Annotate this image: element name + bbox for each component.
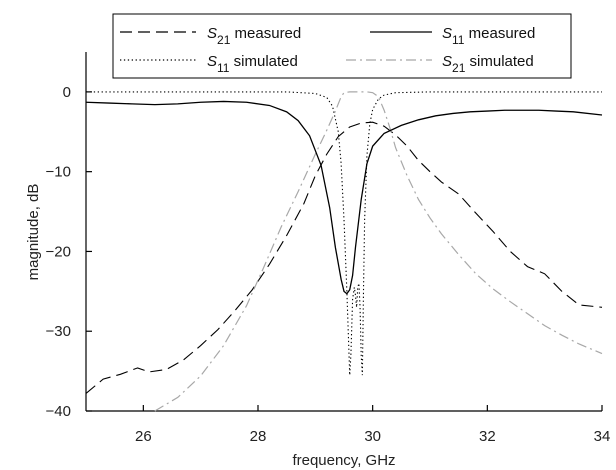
y-tick-label: −20 <box>46 243 71 260</box>
x-tick-label: 26 <box>135 428 152 445</box>
legend-box <box>112 13 572 79</box>
axes <box>85 52 602 412</box>
y-tick-label: −30 <box>46 323 71 340</box>
y-ticks: 0 −10 −20 −30 −40 <box>46 84 92 420</box>
x-tick-label: 30 <box>364 428 381 445</box>
legend-label-s11s: S11 simulated <box>207 53 298 75</box>
x-axis-title: frequency, GHz <box>292 452 395 469</box>
legend: S21 measured S11 measured S11 simulated S21… <box>112 13 572 79</box>
legend-items: S21 measured S11 measured S11 simulated S21… <box>120 25 535 75</box>
y-tick-label: −10 <box>46 164 71 181</box>
series-line-s11-measured <box>85 100 603 295</box>
x-tick-label: 34 <box>594 428 611 445</box>
legend-label-s21s: S21 simulated <box>442 53 534 75</box>
series-line-s21-simulated <box>154 91 603 412</box>
x-tick-label: 28 <box>250 428 267 445</box>
legend-label-s11m: S11 measured <box>442 25 535 47</box>
series-line-s11-simulated <box>86 91 602 376</box>
series-line-s21-measured <box>85 121 603 394</box>
x-tick-label: 32 <box>479 428 496 445</box>
y-tick-label: 0 <box>63 84 71 101</box>
x-ticks: 26 28 30 32 34 <box>135 405 610 445</box>
y-axis-title: magnitude, dB <box>25 184 42 281</box>
y-tick-label: −40 <box>46 403 71 420</box>
legend-label-s21m: S21 measured <box>207 25 301 47</box>
